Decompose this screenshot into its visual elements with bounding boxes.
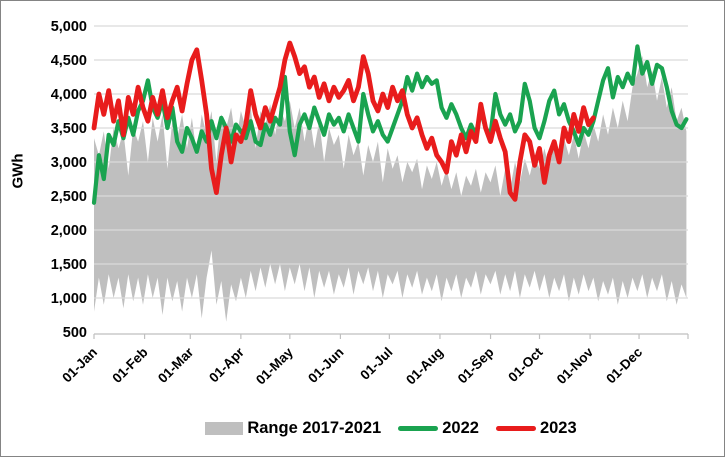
x-tick-label-01-Nov: 01-Nov (554, 344, 597, 387)
x-tick-label-01-Dec: 01-Dec (603, 344, 645, 386)
y-tick-label-2500: 2,500 (51, 189, 87, 205)
x-tick-label-01-Jun: 01-Jun (305, 345, 346, 386)
y-tick-label-3000: 3,000 (51, 155, 87, 171)
x-tick-label-01-Mar: 01-Mar (155, 344, 197, 386)
x-tick-label-01-Aug: 01-Aug (403, 345, 446, 388)
x-tick-label-01-Jul: 01-Jul (357, 345, 395, 383)
x-tick-label-01-Sep: 01-Sep (455, 345, 497, 387)
y-tick-label-2000: 2,000 (51, 223, 87, 239)
y-tick-label-5000: 5,000 (51, 19, 87, 35)
y-tick-label-1500: 1,500 (51, 257, 87, 273)
range-band (94, 55, 687, 322)
x-tick-label-01-Jan: 01-Jan (59, 345, 100, 386)
series-2023-line (91, 40, 596, 202)
range-swatch-icon (205, 421, 244, 435)
legend-item-range: Range 2017-2021 (205, 419, 381, 438)
legend-label-2022: 2022 (442, 418, 479, 437)
y-tick-label-500: 500 (63, 325, 87, 341)
x-tick-label-01-Feb: 01-Feb (109, 345, 150, 386)
legend-item-2023: 2023 (495, 418, 577, 438)
y-tick-label-4000: 4,000 (51, 87, 87, 103)
y-tick-label-3500: 3,500 (51, 121, 87, 137)
legend-label-range: Range 2017-2021 (247, 418, 382, 437)
series-2022-line (91, 44, 689, 205)
y-tick-label-1000: 1,000 (51, 291, 87, 307)
x-tick-label-01-Oct: 01-Oct (505, 344, 546, 385)
line-2022-swatch-icon (398, 425, 439, 431)
x-tick-label-01-Apr: 01-Apr (206, 344, 247, 385)
y-tick-label-4500: 4,500 (51, 53, 87, 69)
legend-item-2022: 2022 (398, 419, 479, 438)
chart-legend: Range 2017-2021 2022 2023 (94, 414, 688, 442)
line-2023-swatch-icon (495, 425, 536, 431)
legend-label-2023: 2023 (539, 418, 577, 437)
x-tick-label-01-May: 01-May (253, 344, 296, 387)
